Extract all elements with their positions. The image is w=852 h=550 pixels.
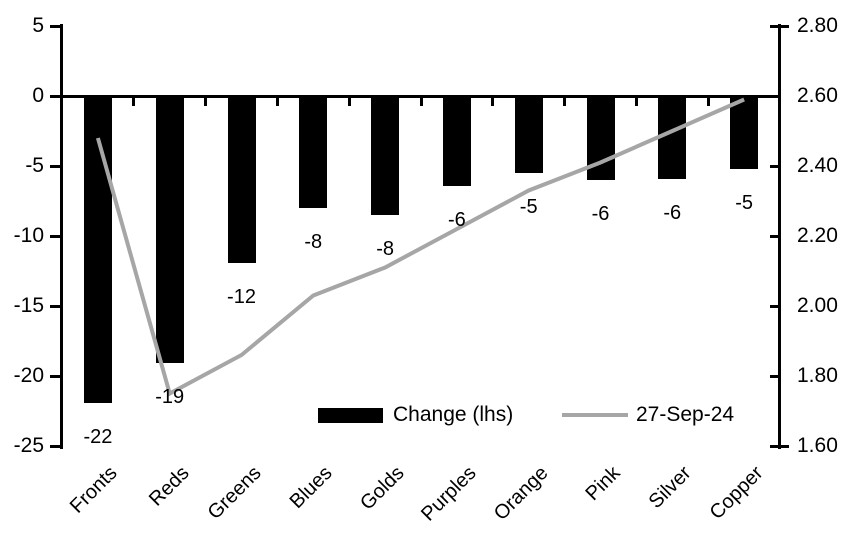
bar-silver bbox=[658, 96, 687, 179]
y-axis-right-tick-label: 2.60 bbox=[797, 84, 838, 107]
bar-data-label: -5 bbox=[519, 196, 538, 218]
bar-data-label: -12 bbox=[227, 285, 256, 308]
x-axis-tick bbox=[419, 96, 423, 106]
bar-fronts bbox=[83, 96, 112, 403]
y-axis-left-tick bbox=[50, 304, 62, 308]
category-label-purples: Purples bbox=[416, 462, 481, 526]
y-axis-right-tick-label: 2.00 bbox=[797, 294, 838, 317]
y-axis-left-tick bbox=[50, 234, 62, 238]
y-axis-right-tick-label: 2.80 bbox=[797, 14, 838, 37]
x-axis-tick bbox=[706, 96, 710, 106]
bar-data-label: -5 bbox=[735, 191, 753, 214]
bar-data-label: -19 bbox=[155, 386, 185, 409]
bar-data-label: -8 bbox=[304, 231, 323, 253]
y-axis-left-tick-label: 0 bbox=[32, 84, 44, 107]
legend-label-27-sep-24: 27-Sep-24 bbox=[636, 403, 735, 426]
bar-data-label: -6 bbox=[591, 203, 610, 225]
bar-orange bbox=[514, 96, 543, 173]
y-axis-left-tick-label: -25 bbox=[13, 434, 44, 457]
x-axis-tick bbox=[491, 96, 495, 106]
bar-greens bbox=[227, 96, 256, 263]
y-axis-left-tick-label: -20 bbox=[13, 364, 44, 387]
x-axis-tick bbox=[347, 96, 351, 106]
x-axis-tick bbox=[275, 96, 279, 106]
y-axis-right-tick bbox=[770, 234, 780, 238]
bar-copper bbox=[730, 96, 759, 169]
y-axis-left-tick bbox=[50, 94, 62, 98]
y-axis-left-tick bbox=[50, 164, 62, 168]
y-axis-right-tick bbox=[770, 304, 780, 308]
x-axis-tick bbox=[204, 96, 208, 106]
y-axis-left-tick-label: 5 bbox=[32, 14, 44, 37]
y-axis-right-tick bbox=[770, 444, 789, 448]
legend-item-change-lhs: Change (lhs) bbox=[318, 403, 513, 427]
category-label-copper: Copper bbox=[705, 462, 768, 524]
y-axis-right-tick-label: 1.60 bbox=[797, 434, 838, 457]
legend-line-swatch-icon bbox=[562, 413, 628, 417]
category-label-fronts: Fronts bbox=[65, 462, 122, 518]
bar-data-label: -6 bbox=[663, 201, 682, 224]
bar-data-label: -6 bbox=[447, 208, 466, 231]
bar-purples bbox=[442, 96, 471, 186]
y-axis-right-tick bbox=[770, 94, 780, 98]
y-axis-left-tick bbox=[50, 444, 62, 448]
y-axis-left-tick-label: -10 bbox=[13, 224, 44, 247]
line-series-27-sep-24 bbox=[95, 97, 745, 397]
bar-blues bbox=[299, 96, 328, 208]
legend-label-change-lhs: Change (lhs) bbox=[393, 403, 514, 426]
bar-data-label: -8 bbox=[376, 238, 394, 260]
x-axis-tick bbox=[634, 96, 638, 106]
legend-item-27-sep-24: 27-Sep-24 bbox=[562, 403, 734, 427]
category-label-golds: Golds bbox=[356, 462, 409, 515]
y-axis-right-tick bbox=[770, 164, 780, 168]
y-axis-right-tick bbox=[770, 24, 789, 28]
bar-reds bbox=[155, 96, 184, 364]
y-axis-left-tick bbox=[50, 374, 62, 378]
y-axis-right-tick-label: 1.80 bbox=[797, 364, 838, 387]
bar-data-label: -22 bbox=[83, 425, 113, 448]
y-axis-left-tick-label: -5 bbox=[25, 154, 44, 177]
bar-golds bbox=[371, 96, 400, 215]
x-axis-tick bbox=[563, 96, 567, 106]
y-axis-right-tick bbox=[770, 374, 780, 378]
y-axis-left-tick-label: -15 bbox=[13, 294, 44, 317]
y-axis-right-tick-label: 2.20 bbox=[797, 224, 838, 247]
y-axis-right-tick-label: 2.40 bbox=[797, 154, 838, 177]
y-axis-left-tick bbox=[50, 24, 62, 28]
x-axis-tick bbox=[132, 96, 136, 106]
legend-bar-swatch-icon bbox=[318, 407, 383, 423]
